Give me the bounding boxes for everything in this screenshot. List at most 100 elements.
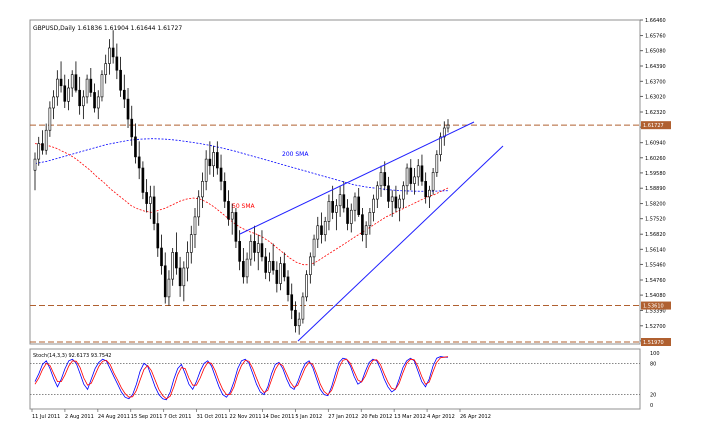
candle [193,208,197,248]
candle-body [37,143,41,160]
candle [439,132,442,162]
candle [186,241,189,282]
candle-body [156,223,160,249]
candle-body [353,196,357,211]
candle [201,172,204,208]
candle [141,161,145,200]
candle [279,256,282,291]
candle-body [223,181,227,202]
price-panel [29,19,641,345]
candle [353,192,357,222]
sma50-annotation: 50 SMA [232,203,256,210]
candle [189,225,193,264]
y-tick-label: 1.60940 [645,141,666,147]
candle [156,212,160,257]
candle-body [275,269,279,284]
y-tick-label: 1.63700 [645,79,666,85]
candle [44,123,48,155]
candle-body [264,256,268,273]
candle-body [238,241,241,262]
candle [335,199,338,231]
candle [93,83,96,113]
candle [197,190,201,226]
candle-body [342,194,346,209]
candle-body [74,74,78,91]
candle-body [111,47,115,58]
candle-body [52,96,55,109]
y-tick-label: 1.66460 [645,18,666,24]
candle-body [227,201,230,220]
candle-body [357,196,361,215]
x-tick-label: 15 Sep 2011 [131,414,163,420]
candle-body [390,196,394,202]
candle [234,208,238,248]
y-tick-label: 1.62320 [645,110,666,116]
y-tick-label: 1.63020 [645,94,666,100]
candle-body [349,209,353,224]
candle-body [193,216,197,235]
sma200-annotation: 200 SMA [282,151,309,158]
candle [212,145,215,177]
y-tick-label: 1.57520 [645,217,666,223]
candle-body [290,294,294,311]
candle-body [96,96,100,109]
candle-body [82,96,85,107]
candle [227,190,230,226]
candle [268,252,271,282]
candle-body [201,181,204,198]
candle [294,301,297,333]
candle-body [126,98,130,120]
candle [78,76,81,115]
chart-title: GBPUSD,Daily 1.61836 1.61904 1.61644 1.6… [33,25,182,32]
candle [104,54,108,84]
candle [134,123,137,164]
x-tick-label: 13 Mar 2012 [394,414,426,420]
candle [41,130,44,155]
candle [286,270,290,302]
candle [357,188,361,217]
candle [63,74,67,108]
x-tick-label: 22 Nov 2011 [230,414,262,420]
x-tick-label: 27 Jan 2012 [328,414,358,420]
x-tick-label: 20 Feb 2012 [361,414,392,420]
candle [204,150,208,191]
x-tick-label: 14 Dec 2011 [262,414,294,420]
candle-body [413,176,416,184]
candle-body [208,158,212,167]
candle [375,181,379,208]
candle-body [245,258,249,278]
candle [320,212,323,244]
candle-body [268,261,271,273]
candle-body [361,214,364,235]
candle [52,90,55,120]
candle [368,208,372,235]
candle [115,43,119,80]
candle-body [282,263,286,278]
candle-body [368,212,372,227]
candle-body [108,47,111,64]
candle-body [137,156,141,169]
candle-body [279,263,282,284]
candle [361,208,364,242]
candle-body [387,185,390,202]
candle-body [115,56,119,71]
candle [119,56,122,97]
candle-body [301,296,305,320]
candle-body [234,212,238,242]
candle-body [145,192,148,204]
y-tick-label: 1.65760 [645,34,666,40]
stochastic-main-line [34,356,448,401]
candle-body [100,74,104,98]
candle-body [320,225,323,235]
y-tick-label: 1.52700 [645,324,666,330]
candle-body [316,225,320,240]
lower-trendline [297,145,504,342]
candle-body [78,89,81,107]
candle-body [305,274,308,298]
candle [126,88,130,128]
candle [171,248,174,286]
candle-body [375,185,379,200]
candle [424,172,427,204]
